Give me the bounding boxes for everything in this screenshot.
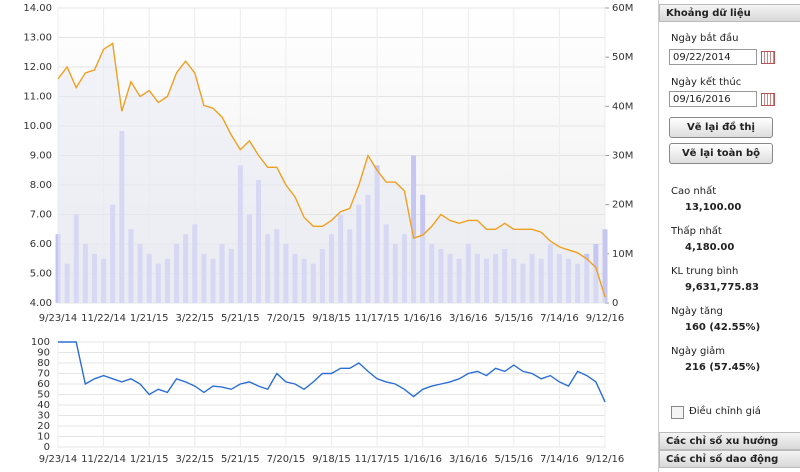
stat-value: 216 (57.45%) [685, 362, 761, 373]
x-tick-label: 9/12/16 [586, 313, 625, 324]
section-header[interactable]: Các chỉ số xu hướng [659, 432, 800, 450]
y2-tick-label: 60M [612, 3, 633, 14]
x-tick-label: 5/15/16 [495, 313, 534, 324]
y-tick-label: 90 [37, 348, 50, 359]
x-tick-label: 11/17/15 [355, 454, 400, 465]
panel-header[interactable]: Khoảng dữ liệu [659, 4, 800, 22]
price-area [58, 43, 605, 304]
x-tick-label: 9/12/16 [586, 454, 625, 465]
y-tick-label: 7.00 [30, 210, 52, 221]
y-tick-label: 20 [37, 421, 50, 432]
y-tick-label: 80 [37, 358, 50, 369]
stat-value: 160 (42.55%) [685, 322, 761, 333]
y2-tick-label: 20M [612, 200, 633, 211]
stat-label: Cao nhất [671, 186, 717, 197]
x-tick-label: 7/20/15 [267, 454, 306, 465]
stat-label: Ngày giảm [671, 346, 726, 357]
calendar-icon[interactable] [761, 51, 775, 64]
y-tick-label: 50 [37, 390, 50, 401]
y-tick-label: 5.00 [30, 269, 52, 280]
redraw-all-button[interactable]: Vẽ lại toàn bộ [669, 143, 773, 164]
x-tick-label: 1/21/15 [130, 454, 169, 465]
series-line [57, 42, 606, 298]
stat-label: Thấp nhất [671, 226, 722, 237]
start-input[interactable]: 09/22/2014 [669, 49, 757, 65]
section-header[interactable]: Các chỉ số dao động [659, 450, 800, 468]
y-tick-label: 14.00 [23, 3, 52, 14]
x-tick-label: 7/14/16 [540, 313, 579, 324]
y-tick-label: 0 [44, 442, 50, 453]
calendar-icon[interactable] [761, 93, 775, 106]
y-tick-label: 8.00 [30, 180, 52, 191]
x-tick-label: 1/16/16 [403, 313, 442, 324]
x-tick-label: 5/21/15 [221, 313, 260, 324]
y-tick-label: 60 [37, 379, 50, 390]
y-tick-label: 40 [37, 400, 50, 411]
y-tick-label: 12.00 [23, 62, 52, 73]
redraw-button[interactable]: Vẽ lại đồ thị [669, 117, 773, 138]
x-tick-label: 9/23/14 [39, 313, 78, 324]
y-tick-label: 11.00 [23, 92, 52, 103]
checkbox-label: Điều chỉnh giá [689, 406, 761, 417]
y-tick-label: 30 [37, 411, 50, 422]
volume-bar [602, 229, 608, 303]
y2-tick-label: 40M [612, 101, 633, 112]
x-tick-label: 3/22/15 [175, 454, 214, 465]
y2-tick-label: 30M [612, 151, 633, 162]
y-tick-label: 4.00 [30, 298, 52, 309]
y-tick-label: 10 [37, 432, 50, 443]
x-tick-label: 5/21/15 [221, 454, 260, 465]
stat-value: 9,631,775.83 [685, 282, 760, 293]
y-tick-label: 13.00 [23, 33, 52, 44]
x-tick-label: 1/16/16 [403, 454, 442, 465]
x-tick-label: 1/21/15 [130, 313, 169, 324]
end-label: Ngày kết thúc [671, 77, 742, 88]
x-tick-label: 11/22/14 [81, 313, 126, 324]
checkbox[interactable] [671, 406, 684, 419]
charts: 4.00 5.00 6.00 7.00 8.00 9.00 10.00 11.00 12.00 1… [23, 3, 633, 465]
y-tick-label: 100 [31, 337, 50, 348]
x-tick-label: 9/18/15 [312, 313, 351, 324]
y2-tick-label: 50M [612, 52, 633, 63]
stat-value: 4,180.00 [685, 242, 735, 253]
volume-bar [411, 155, 417, 303]
x-tick-label: 7/20/15 [267, 313, 306, 324]
stat-value: 13,100.00 [685, 202, 742, 213]
y-tick-label: 70 [37, 369, 50, 380]
x-tick-label: 11/17/15 [355, 313, 400, 324]
end-input[interactable]: 09/16/2016 [669, 91, 757, 107]
y2-tick-label: 10M [612, 249, 633, 260]
y-tick-label: 10.00 [23, 121, 52, 132]
x-tick-label: 9/23/14 [39, 454, 78, 465]
x-tick-label: 9/18/15 [312, 454, 351, 465]
stat-label: Ngày tăng [671, 306, 723, 317]
x-tick-label: 3/22/15 [175, 313, 214, 324]
y-tick-label: 9.00 [30, 151, 52, 162]
series-line [58, 341, 606, 403]
start-label: Ngày bắt đầu [671, 33, 739, 44]
x-tick-label: 7/14/16 [540, 454, 579, 465]
x-tick-label: 5/15/16 [495, 454, 534, 465]
y-tick-label: 6.00 [30, 239, 52, 250]
x-tick-label: 11/22/14 [81, 454, 126, 465]
y2-tick-label: 0 [612, 298, 618, 309]
stat-label: KL trung bình [671, 266, 739, 277]
x-tick-label: 3/16/16 [449, 313, 488, 324]
x-tick-label: 3/16/16 [449, 454, 488, 465]
side-panel: Khoảng dữ liệu Ngày bắt đầu 09/22/2014 N… [658, 0, 800, 472]
